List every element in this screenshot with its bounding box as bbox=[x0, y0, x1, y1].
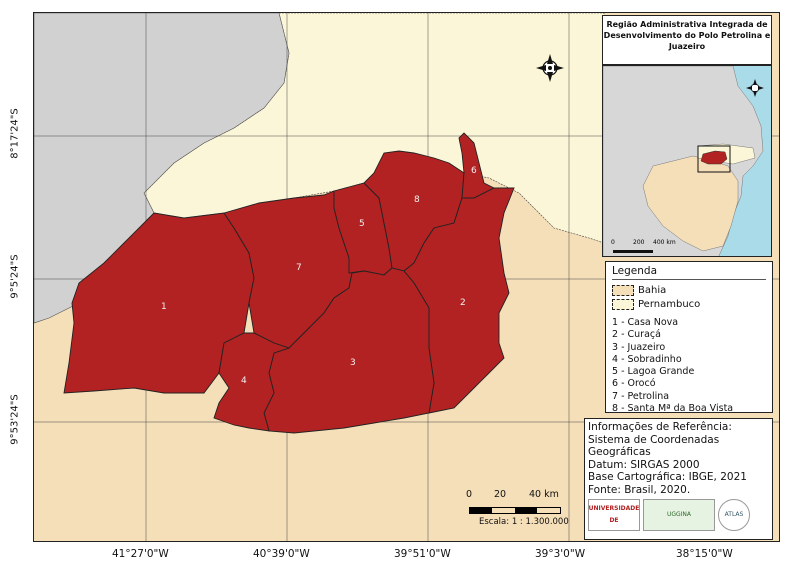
label-4: 4 bbox=[241, 376, 247, 386]
reference-info: Informações de Referência: Sistema de Co… bbox=[584, 418, 773, 540]
lon-label: 41°27'0"W bbox=[112, 548, 169, 560]
lat-label: 8°17'24"S bbox=[9, 108, 21, 159]
scale-seg bbox=[470, 508, 492, 513]
list-item: 7 - Petrolina bbox=[612, 390, 670, 402]
label-7: 7 bbox=[296, 263, 302, 273]
uggina-logo: UGGINA bbox=[643, 499, 715, 531]
list-item: 5 - Lagoa Grande bbox=[612, 366, 695, 378]
reference-line: Sistema de Coordenadas Geográficas bbox=[588, 433, 720, 459]
legend-item-bahia: Bahia bbox=[612, 283, 766, 297]
list-item: 4 - Sobradinho bbox=[612, 353, 682, 365]
scale-tick-40: 40 km bbox=[529, 489, 559, 500]
inset-svg: 0 200 400 km bbox=[603, 66, 764, 256]
legend: Legenda Bahia Pernambuco 1 - Casa Nova 2… bbox=[605, 261, 773, 415]
municipality-list: 1 - Casa Nova 2 - Curaçá 3 - Juazeiro 4 … bbox=[612, 317, 766, 415]
inset-scale-bar bbox=[613, 250, 653, 253]
inset-extent-box bbox=[697, 145, 731, 173]
scale-text: Escala: 1 : 1.300.000 bbox=[479, 517, 569, 527]
list-item: 8 - Santa Mª da Boa Vista bbox=[612, 403, 734, 415]
bahia-swatch bbox=[612, 284, 634, 296]
label-6: 6 bbox=[471, 166, 477, 176]
reference-line: Fonte: Brasil, 2020. bbox=[588, 483, 691, 496]
lon-label: 39°3'0"W bbox=[535, 548, 586, 560]
label-5: 5 bbox=[359, 219, 365, 229]
lon-label: 38°15'0"W bbox=[676, 548, 733, 560]
map-title-text: Região Administrativa Integrada de Desen… bbox=[603, 20, 771, 51]
muni-curaca[interactable] bbox=[403, 187, 515, 414]
inset-map: 0 200 400 km bbox=[602, 65, 772, 257]
inset-scale-0: 0 bbox=[611, 239, 615, 246]
inset-scale-400: 400 km bbox=[653, 239, 676, 246]
atlas-logo: ATLAS bbox=[718, 499, 750, 531]
reference-heading: Informações de Referência: bbox=[588, 421, 732, 433]
muni-labels: 1 2 3 4 5 6 7 8 bbox=[161, 166, 477, 386]
pernambuco-swatch bbox=[612, 298, 634, 310]
list-item: 3 - Juazeiro bbox=[612, 341, 666, 353]
label-1: 1 bbox=[161, 302, 167, 312]
list-item: 2 - Curaçá bbox=[612, 329, 661, 341]
legend-bahia-label: Bahia bbox=[638, 284, 667, 296]
logos: UPE UNIVERSIDADE DE PERNAMBUCO UGGINA AT… bbox=[588, 499, 769, 531]
scale-tick-20: 20 bbox=[494, 489, 507, 500]
label-3: 3 bbox=[350, 358, 356, 368]
inset-region bbox=[700, 150, 728, 165]
lat-label: 9°5'24"S bbox=[9, 254, 21, 299]
map-title: Região Administrativa Integrada de Desen… bbox=[602, 15, 772, 65]
list-item: 6 - Orocó bbox=[612, 378, 656, 390]
scale-tick-0: 0 bbox=[466, 489, 473, 500]
lat-label: 9°53'24"S bbox=[9, 394, 21, 445]
scale-bar-graphic bbox=[469, 507, 561, 514]
map-frame: 1 2 3 4 5 6 7 8 Região Administrativa In… bbox=[33, 12, 780, 542]
list-item: 1 - Casa Nova bbox=[612, 317, 679, 328]
inset-scale-200: 200 bbox=[633, 239, 645, 246]
legend-item-pernambuco: Pernambuco bbox=[612, 297, 766, 311]
lon-label: 40°39'0"W bbox=[253, 548, 310, 560]
outside-area bbox=[34, 13, 290, 324]
legend-title: Legenda bbox=[612, 265, 766, 280]
inset-north-arrow-icon bbox=[746, 79, 764, 97]
north-arrow-icon bbox=[536, 54, 564, 82]
upe-logo: UPE UNIVERSIDADE DE PERNAMBUCO bbox=[588, 499, 640, 531]
scale-bar: 0 20 40 km Escala: 1 : 1.300.000 bbox=[466, 489, 589, 529]
muni-sobradinho[interactable] bbox=[213, 332, 291, 432]
label-8: 8 bbox=[414, 195, 420, 205]
scale-seg bbox=[515, 508, 537, 513]
reference-line: Base Cartográfica: IBGE, 2021 bbox=[588, 471, 747, 483]
lon-label: 39°51'0"W bbox=[394, 548, 451, 560]
reference-line: Datum: SIRGAS 2000 bbox=[588, 458, 700, 471]
legend-pernambuco-label: Pernambuco bbox=[638, 298, 701, 310]
label-2: 2 bbox=[460, 298, 466, 308]
municipalities bbox=[63, 132, 515, 434]
